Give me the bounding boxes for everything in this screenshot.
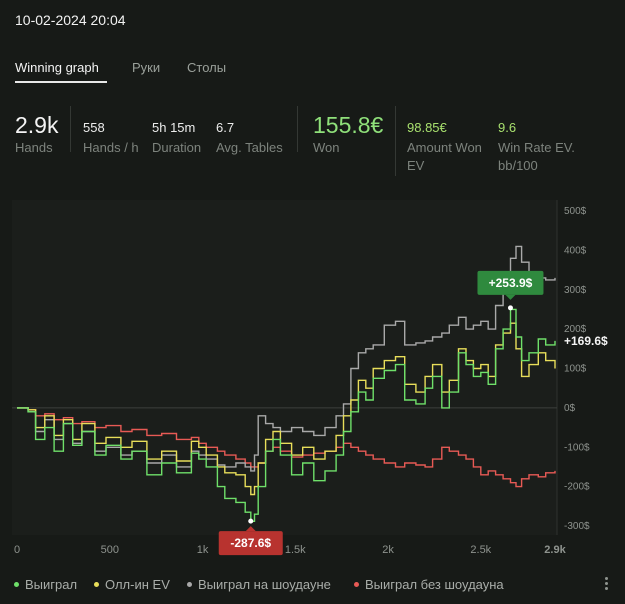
legend-dot xyxy=(14,582,19,588)
stat-won-label: Won xyxy=(313,140,340,155)
tab-winning-graph[interactable]: Winning graph xyxy=(15,60,99,75)
stat-hands-per-hour-value: 558 xyxy=(83,120,105,135)
y-tick-label: 400$ xyxy=(564,245,587,256)
stat-avg-tables-value: 6.7 xyxy=(216,120,235,135)
x-tick-label: 2k xyxy=(382,544,394,556)
max-label-text: +253.9$ xyxy=(489,276,533,290)
current-value-label: +169.6$ xyxy=(564,334,608,348)
legend-label: Выиграл без шоудауна xyxy=(365,577,504,592)
tab-tables[interactable]: Столы xyxy=(187,60,227,75)
min-label-pointer xyxy=(245,526,256,532)
legend-label: Выиграл на шоудауне xyxy=(198,577,331,592)
legend-item-won-without-showdown[interactable]: Выиграл без шоудауна xyxy=(354,577,504,592)
active-tab-indicator xyxy=(15,81,107,83)
legend-item-won[interactable]: Выиграл xyxy=(14,577,77,592)
plot-area xyxy=(12,200,557,535)
min-point-marker xyxy=(248,518,254,524)
x-tick-label: 0 xyxy=(14,544,20,556)
y-tick-label: -300$ xyxy=(564,521,590,532)
legend-dot xyxy=(354,582,359,588)
min-label-box xyxy=(218,531,283,556)
winning-graph-chart[interactable]: 500$ 400$ 300$ 200$ 100$ 0$ -100$ -200$ -300$ 0 5… xyxy=(0,195,625,565)
x-tick-label: 500 xyxy=(101,544,119,556)
y-tick-label: -200$ xyxy=(564,482,590,493)
y-tick-label: 300$ xyxy=(564,285,587,296)
more-vertical-icon[interactable] xyxy=(601,575,611,591)
stats-divider xyxy=(70,106,71,152)
legend-label: Олл-ин EV xyxy=(105,577,170,592)
y-tick-label: 500$ xyxy=(564,206,587,217)
stat-amount-won-ev-value: 98.85€ xyxy=(407,120,447,135)
stats-divider xyxy=(297,106,298,152)
x-tick-end-label: 2.9k xyxy=(544,544,566,556)
y-tick-label: 100$ xyxy=(564,364,587,375)
legend-dot xyxy=(94,582,99,588)
stat-won-value: 155.8€ xyxy=(313,112,384,138)
stat-win-rate-ev-value: 9.6 xyxy=(498,120,517,135)
tab-hands[interactable]: Руки xyxy=(132,60,161,75)
series-line-1 xyxy=(17,322,556,496)
series-line-0 xyxy=(17,308,556,522)
legend-item-won-showdown[interactable]: Выиграл на шоудауне xyxy=(187,577,331,592)
legend-item-allin-ev[interactable]: Олл-ин EV xyxy=(94,577,170,592)
max-label-box xyxy=(477,270,544,295)
stat-hands-per-hour-label: Hands / h xyxy=(83,140,139,155)
x-tick-label: 1k xyxy=(197,544,209,556)
stat-hands-label: Hands xyxy=(15,140,53,155)
stat-avg-tables-label: Avg. Tables xyxy=(216,140,283,155)
min-label-text: -287.6$ xyxy=(230,536,271,550)
x-tick-label: 2.5k xyxy=(470,544,491,556)
stat-hands-value: 2.9k xyxy=(15,112,59,138)
stat-duration-value: 5h 15m xyxy=(152,120,196,135)
stat-duration-label: Duration xyxy=(152,140,202,155)
stat-win-rate-ev-label: Win Rate EV. bb/100 xyxy=(498,140,575,173)
legend-label: Выиграл xyxy=(25,577,78,592)
y-tick-label: -100$ xyxy=(564,442,590,453)
y-tick-label: 0$ xyxy=(564,403,576,414)
stats-divider xyxy=(395,106,396,176)
session-date: 10-02-2024 20:04 xyxy=(15,12,126,28)
max-point-marker xyxy=(507,305,513,311)
y-tick-label: 200$ xyxy=(564,324,587,335)
stat-amount-won-ev-label: Amount Won EV xyxy=(407,140,482,173)
x-tick-label: 1.5k xyxy=(285,544,306,556)
legend-dot xyxy=(187,582,192,588)
max-label-pointer xyxy=(505,294,516,300)
